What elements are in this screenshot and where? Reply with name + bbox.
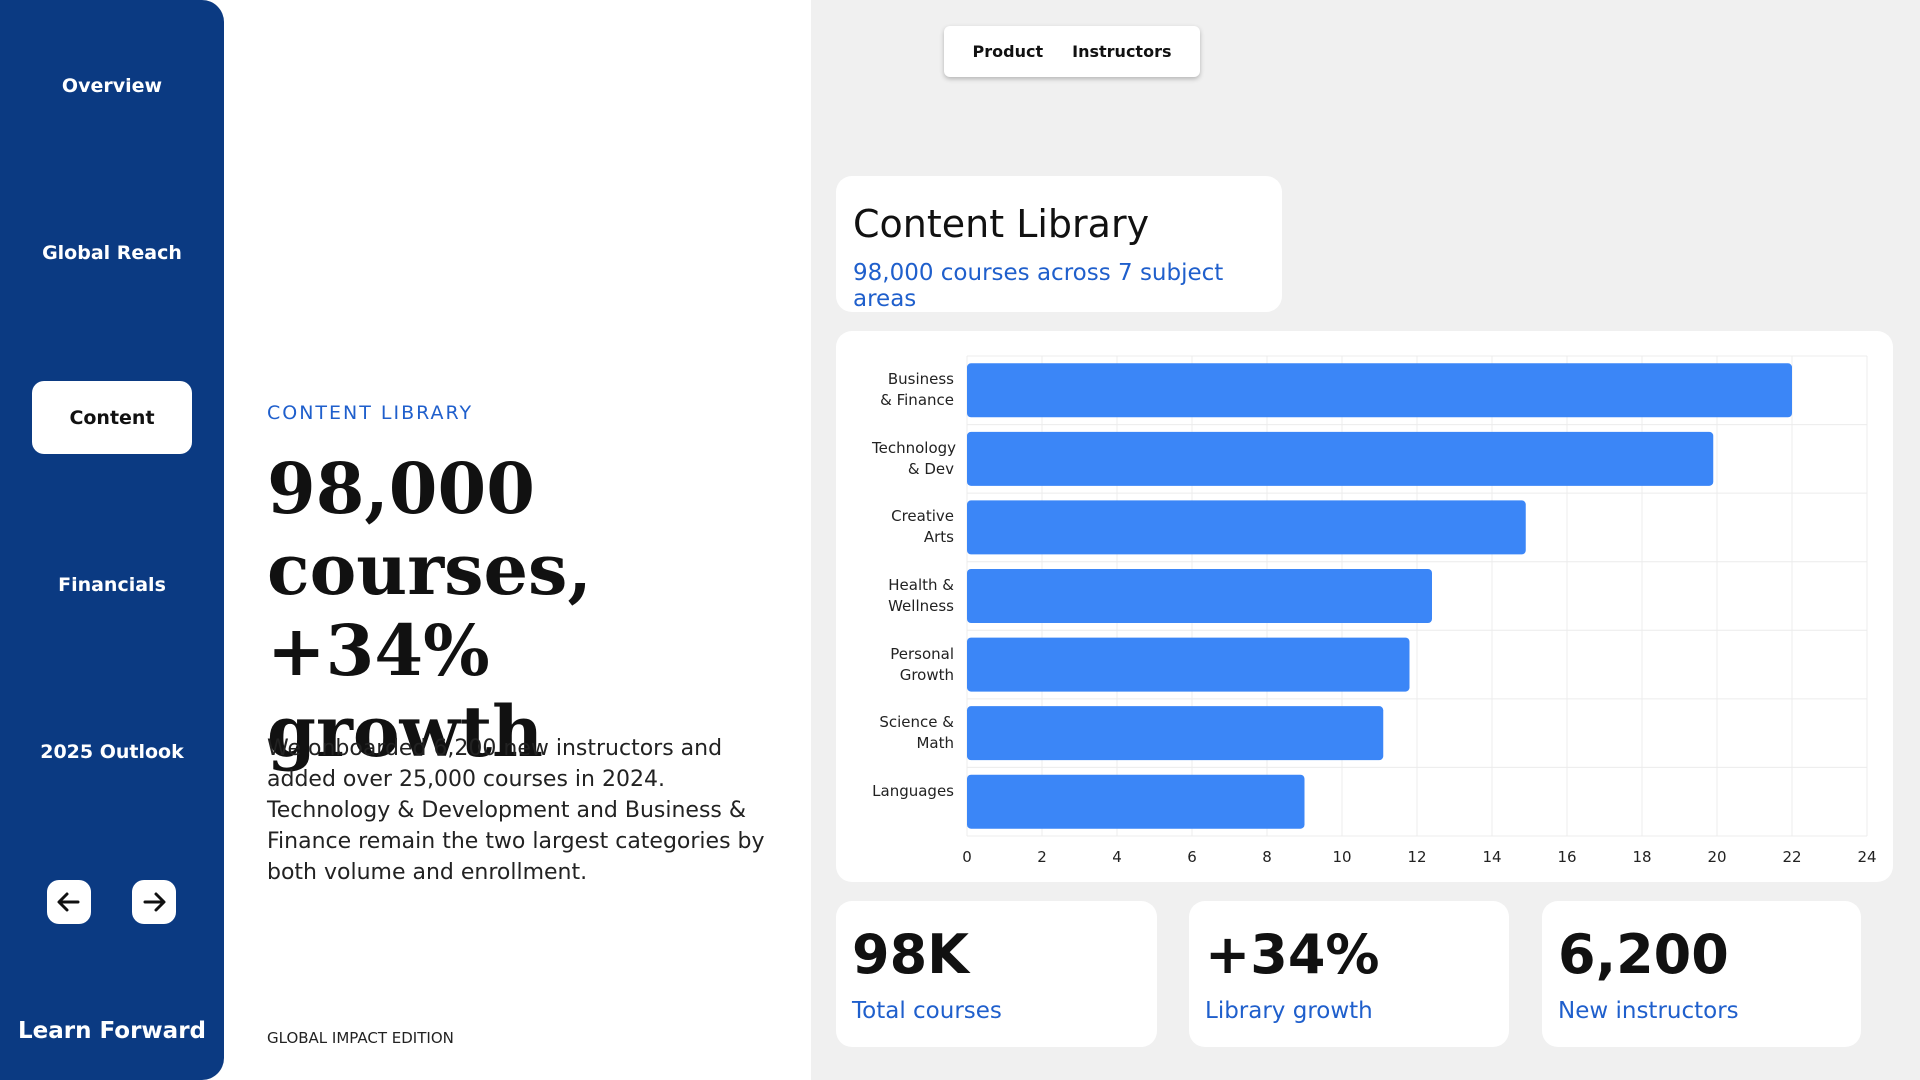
intro-panel: CONTENT LIBRARY 98,000 courses, +34% gro… — [224, 0, 811, 1080]
x-tick-label: 14 — [1482, 848, 1501, 866]
y-tick-label: Personal Growth — [890, 644, 954, 684]
sidebar: Overview Global Reach Content Financials… — [0, 0, 224, 1080]
tab[interactable]: Product — [972, 42, 1044, 61]
tab-bar: Product Instructors — [944, 26, 1200, 77]
prev-button[interactable] — [47, 880, 91, 924]
x-tick-label: 6 — [1187, 848, 1197, 866]
nav-item[interactable]: Content — [32, 381, 192, 454]
y-tick-label: Creative Arts — [891, 507, 954, 547]
footer: GLOBAL IMPACT EDITION — [267, 1029, 454, 1047]
bar — [967, 363, 1792, 418]
nav-item[interactable]: Financials — [58, 573, 166, 596]
stat-card: 6,200 New instructors — [1542, 901, 1861, 1047]
x-tick-label: 22 — [1782, 848, 1801, 866]
chart-card: 0 2 4 6 8 10 12 14 16 18 20 22 24 Business & Finance… — [836, 331, 1893, 882]
eyebrow: CONTENT LIBRARY — [267, 402, 474, 424]
stat-label: Library growth — [1205, 998, 1373, 1024]
bar — [967, 774, 1305, 829]
stat-value: +34% — [1205, 923, 1380, 986]
bar — [967, 706, 1384, 761]
y-tick-label: Business & Finance — [880, 370, 954, 410]
title-card: Content Library 98,000 courses across 7 … — [836, 176, 1282, 312]
x-tick-label: 8 — [1262, 848, 1272, 866]
x-tick-label: 10 — [1332, 848, 1351, 866]
x-tick-label: 20 — [1707, 848, 1726, 866]
y-tick-label: Health & Wellness — [888, 576, 954, 615]
body-text: We onboarded 6,200 new instructors and a… — [267, 736, 765, 885]
stat-value: 98K — [852, 923, 969, 986]
brand: Learn Forward — [18, 1018, 206, 1044]
nav-item[interactable]: 2025 Outlook — [40, 740, 184, 763]
x-tick-label: 4 — [1112, 848, 1122, 866]
x-tick-label: 24 — [1857, 848, 1876, 866]
y-tick-label: Science & Math — [879, 713, 954, 753]
x-tick-label: 18 — [1632, 848, 1651, 866]
chart-title: Content Library — [853, 202, 1150, 246]
y-tick-label: Languages — [872, 781, 954, 800]
x-tick-label: 12 — [1407, 848, 1426, 866]
tab[interactable]: Instructors — [1072, 42, 1172, 61]
chart: 0 2 4 6 8 10 12 14 16 18 20 22 24 — [962, 355, 1877, 866]
nav-item[interactable]: Overview — [61, 74, 163, 97]
bar — [967, 637, 1410, 692]
headline: 98,000 courses, +34% growth — [267, 447, 592, 773]
arrow-icon — [143, 892, 166, 912]
x-tick-label: 16 — [1557, 848, 1576, 866]
stat-label: New instructors — [1558, 998, 1739, 1024]
bar — [967, 500, 1526, 555]
chart-subtitle: 98,000 courses across 7 subject areas — [853, 260, 1224, 312]
next-button[interactable] — [132, 880, 176, 924]
stat-value: 6,200 — [1558, 923, 1729, 986]
stat-card: 98K Total courses — [836, 901, 1157, 1047]
x-tick-label: 2 — [1037, 848, 1047, 866]
y-tick-label: Technology & Dev — [872, 438, 957, 478]
bar — [967, 569, 1432, 623]
stat-card: +34% Library growth — [1189, 901, 1509, 1047]
bar — [967, 431, 1714, 486]
arrow-icon — [57, 892, 80, 912]
x-tick-label: 0 — [962, 848, 972, 866]
nav-item[interactable]: Global Reach — [42, 241, 182, 264]
stat-label: Total courses — [852, 998, 1002, 1024]
